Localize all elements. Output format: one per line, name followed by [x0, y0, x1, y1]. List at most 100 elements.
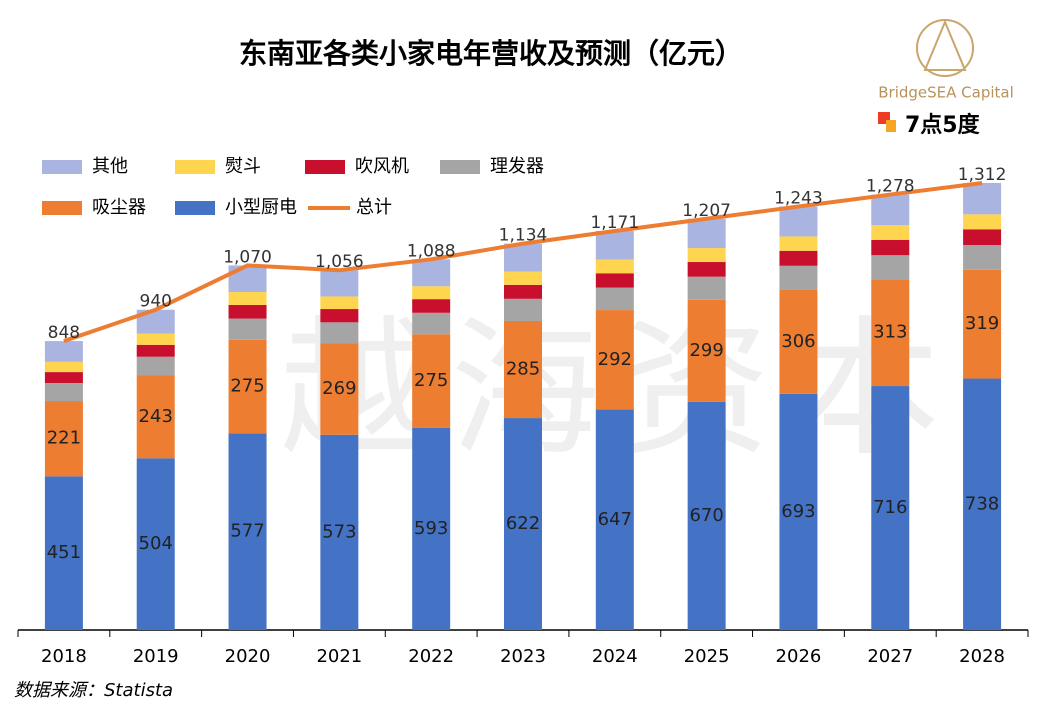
data-label: 451: [47, 542, 81, 563]
total-label: 848: [48, 323, 80, 343]
data-label: 622: [506, 513, 540, 534]
bar-segment: [595, 231, 634, 260]
legend-label: 其他: [92, 156, 128, 177]
data-label: 573: [322, 521, 356, 542]
legend-label: 吹风机: [355, 156, 409, 177]
data-label: 221: [47, 428, 81, 449]
legend-swatch: [175, 160, 215, 174]
legend-label: 吸尘器: [92, 197, 146, 218]
data-label: 716: [873, 497, 907, 518]
bar-segment: [687, 218, 726, 249]
bar-segment: [963, 214, 1002, 230]
bar-segment: [412, 259, 451, 287]
bar-segment: [963, 378, 1002, 630]
total-label: 1,312: [958, 165, 1007, 185]
bar-segment: [412, 299, 451, 313]
data-label: 275: [230, 376, 264, 397]
legend-label: 小型厨电: [225, 197, 297, 218]
total-label: 1,207: [682, 201, 731, 221]
source: 数据来源：Statista: [14, 680, 173, 701]
bar-segment: [595, 259, 634, 274]
bar-segment: [871, 279, 910, 387]
bar-segment: [320, 296, 359, 310]
total-label: 1,088: [407, 241, 456, 261]
legend-swatch: [440, 160, 480, 174]
x-tick-label: 2019: [133, 646, 179, 667]
data-label: 647: [598, 509, 632, 530]
bar-segment: [228, 265, 267, 293]
data-label: 577: [230, 521, 264, 542]
total-label: 940: [140, 292, 172, 312]
legend-label: 熨斗: [225, 156, 261, 177]
data-label: 299: [689, 340, 723, 361]
legend-label: 总计: [356, 197, 392, 218]
logo: [916, 19, 974, 77]
bar-segment: [228, 292, 267, 305]
bar-segment: [779, 289, 818, 394]
bar-segment: [44, 361, 83, 373]
bar-segment: [963, 244, 1002, 270]
bar-segment: [779, 236, 818, 251]
bar-segment: [871, 194, 910, 226]
bar-segment: [871, 386, 910, 630]
bar-segment: [779, 206, 818, 237]
bar-segment: [412, 334, 451, 428]
data-label: 313: [873, 322, 907, 343]
legend-swatch: [42, 201, 82, 215]
bar-segment: [412, 312, 451, 335]
x-tick-label: 2021: [316, 646, 362, 667]
x-tick-label: 2028: [959, 646, 1005, 667]
x-tick-label: 2024: [592, 646, 638, 667]
bar-segment: [44, 382, 83, 402]
data-label: 670: [689, 505, 723, 526]
bar-segment: [136, 309, 175, 334]
bar-segment: [504, 418, 542, 630]
data-label: 275: [414, 370, 448, 391]
legend-label: 理发器: [490, 156, 544, 177]
bar-segment: [320, 270, 359, 297]
bar-segment: [412, 427, 451, 630]
x-tick-label: 2022: [408, 646, 454, 667]
bar-segment: [320, 343, 359, 435]
bar-segment: [504, 298, 542, 321]
x-tick-label: 2018: [41, 646, 87, 667]
bar-segment: [44, 372, 83, 383]
legend-swatch: [42, 160, 82, 174]
legend-swatch: [305, 160, 345, 174]
bar-segment: [44, 476, 83, 630]
data-label: 285: [506, 359, 540, 380]
bar-segment: [136, 333, 175, 345]
total-line: [63, 180, 983, 343]
bar-segment: [595, 287, 634, 311]
bar-segment: [44, 401, 83, 477]
bar-segment: [871, 239, 910, 256]
total-label: 1,278: [866, 177, 915, 197]
logo-text: BridgeSEA Capital: [878, 84, 1014, 102]
logo-sail: [923, 19, 967, 71]
total-label: 1,171: [590, 213, 639, 233]
total-label: 1,134: [499, 226, 548, 246]
data-label: 504: [139, 533, 173, 554]
bar-segment: [963, 182, 1002, 215]
data-label: 593: [414, 518, 448, 539]
bar-segment: [779, 250, 818, 266]
bar-segment: [504, 284, 542, 299]
total-label: 1,243: [774, 188, 823, 208]
legend-swatch: [175, 201, 215, 215]
bar-segment: [687, 299, 726, 402]
bar-segment: [963, 269, 1002, 379]
x-tick-label: 2020: [225, 646, 271, 667]
data-label: 693: [781, 501, 815, 522]
x-tick-label: 2027: [867, 646, 913, 667]
bar-segment: [228, 318, 267, 340]
bar-segment: [504, 243, 542, 272]
data-label: 306: [781, 331, 815, 352]
bar-segment: [779, 393, 818, 630]
x-tick-label: 2025: [684, 646, 730, 667]
bar-segment: [687, 262, 726, 277]
logo2-text: 7点5度: [905, 112, 981, 138]
bar-segment: [595, 273, 634, 288]
bar-segment: [504, 320, 542, 419]
bar-segment: [320, 322, 359, 344]
